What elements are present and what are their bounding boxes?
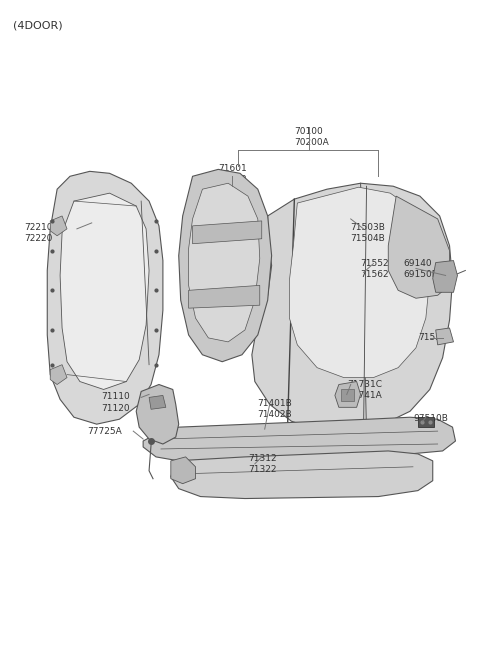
Polygon shape	[192, 221, 262, 244]
Polygon shape	[189, 286, 260, 308]
Text: 71531: 71531	[418, 333, 447, 342]
Polygon shape	[149, 396, 166, 409]
Polygon shape	[189, 183, 260, 342]
Polygon shape	[388, 196, 450, 298]
Polygon shape	[341, 390, 354, 402]
Polygon shape	[50, 365, 67, 384]
Polygon shape	[418, 417, 434, 427]
Polygon shape	[136, 384, 179, 444]
Text: 70100
70200A: 70100 70200A	[294, 126, 329, 147]
Text: 72210
72220: 72210 72220	[24, 223, 53, 243]
Polygon shape	[335, 382, 360, 407]
Polygon shape	[171, 457, 195, 483]
Text: 77725A: 77725A	[87, 427, 121, 436]
Text: 71503B
71504B: 71503B 71504B	[351, 223, 385, 243]
Text: 71401B
71402B: 71401B 71402B	[257, 400, 291, 419]
Polygon shape	[436, 328, 454, 345]
Text: 71110
71120: 71110 71120	[102, 392, 131, 413]
Polygon shape	[60, 193, 149, 390]
Text: 69140
69150E: 69140 69150E	[403, 259, 437, 278]
Text: 71312
71322: 71312 71322	[248, 454, 276, 474]
Polygon shape	[50, 216, 67, 236]
Text: 71601
71602: 71601 71602	[218, 164, 247, 185]
Polygon shape	[252, 183, 453, 431]
Polygon shape	[171, 451, 433, 498]
Text: 97510B: 97510B	[413, 414, 448, 423]
Polygon shape	[433, 261, 457, 292]
Text: 71552
71562: 71552 71562	[360, 259, 389, 278]
Polygon shape	[179, 170, 272, 362]
Polygon shape	[143, 417, 456, 461]
Polygon shape	[47, 172, 163, 424]
Text: 71731C
71741A: 71731C 71741A	[347, 379, 382, 400]
Text: (4DOOR): (4DOOR)	[12, 20, 62, 31]
Polygon shape	[289, 187, 430, 377]
